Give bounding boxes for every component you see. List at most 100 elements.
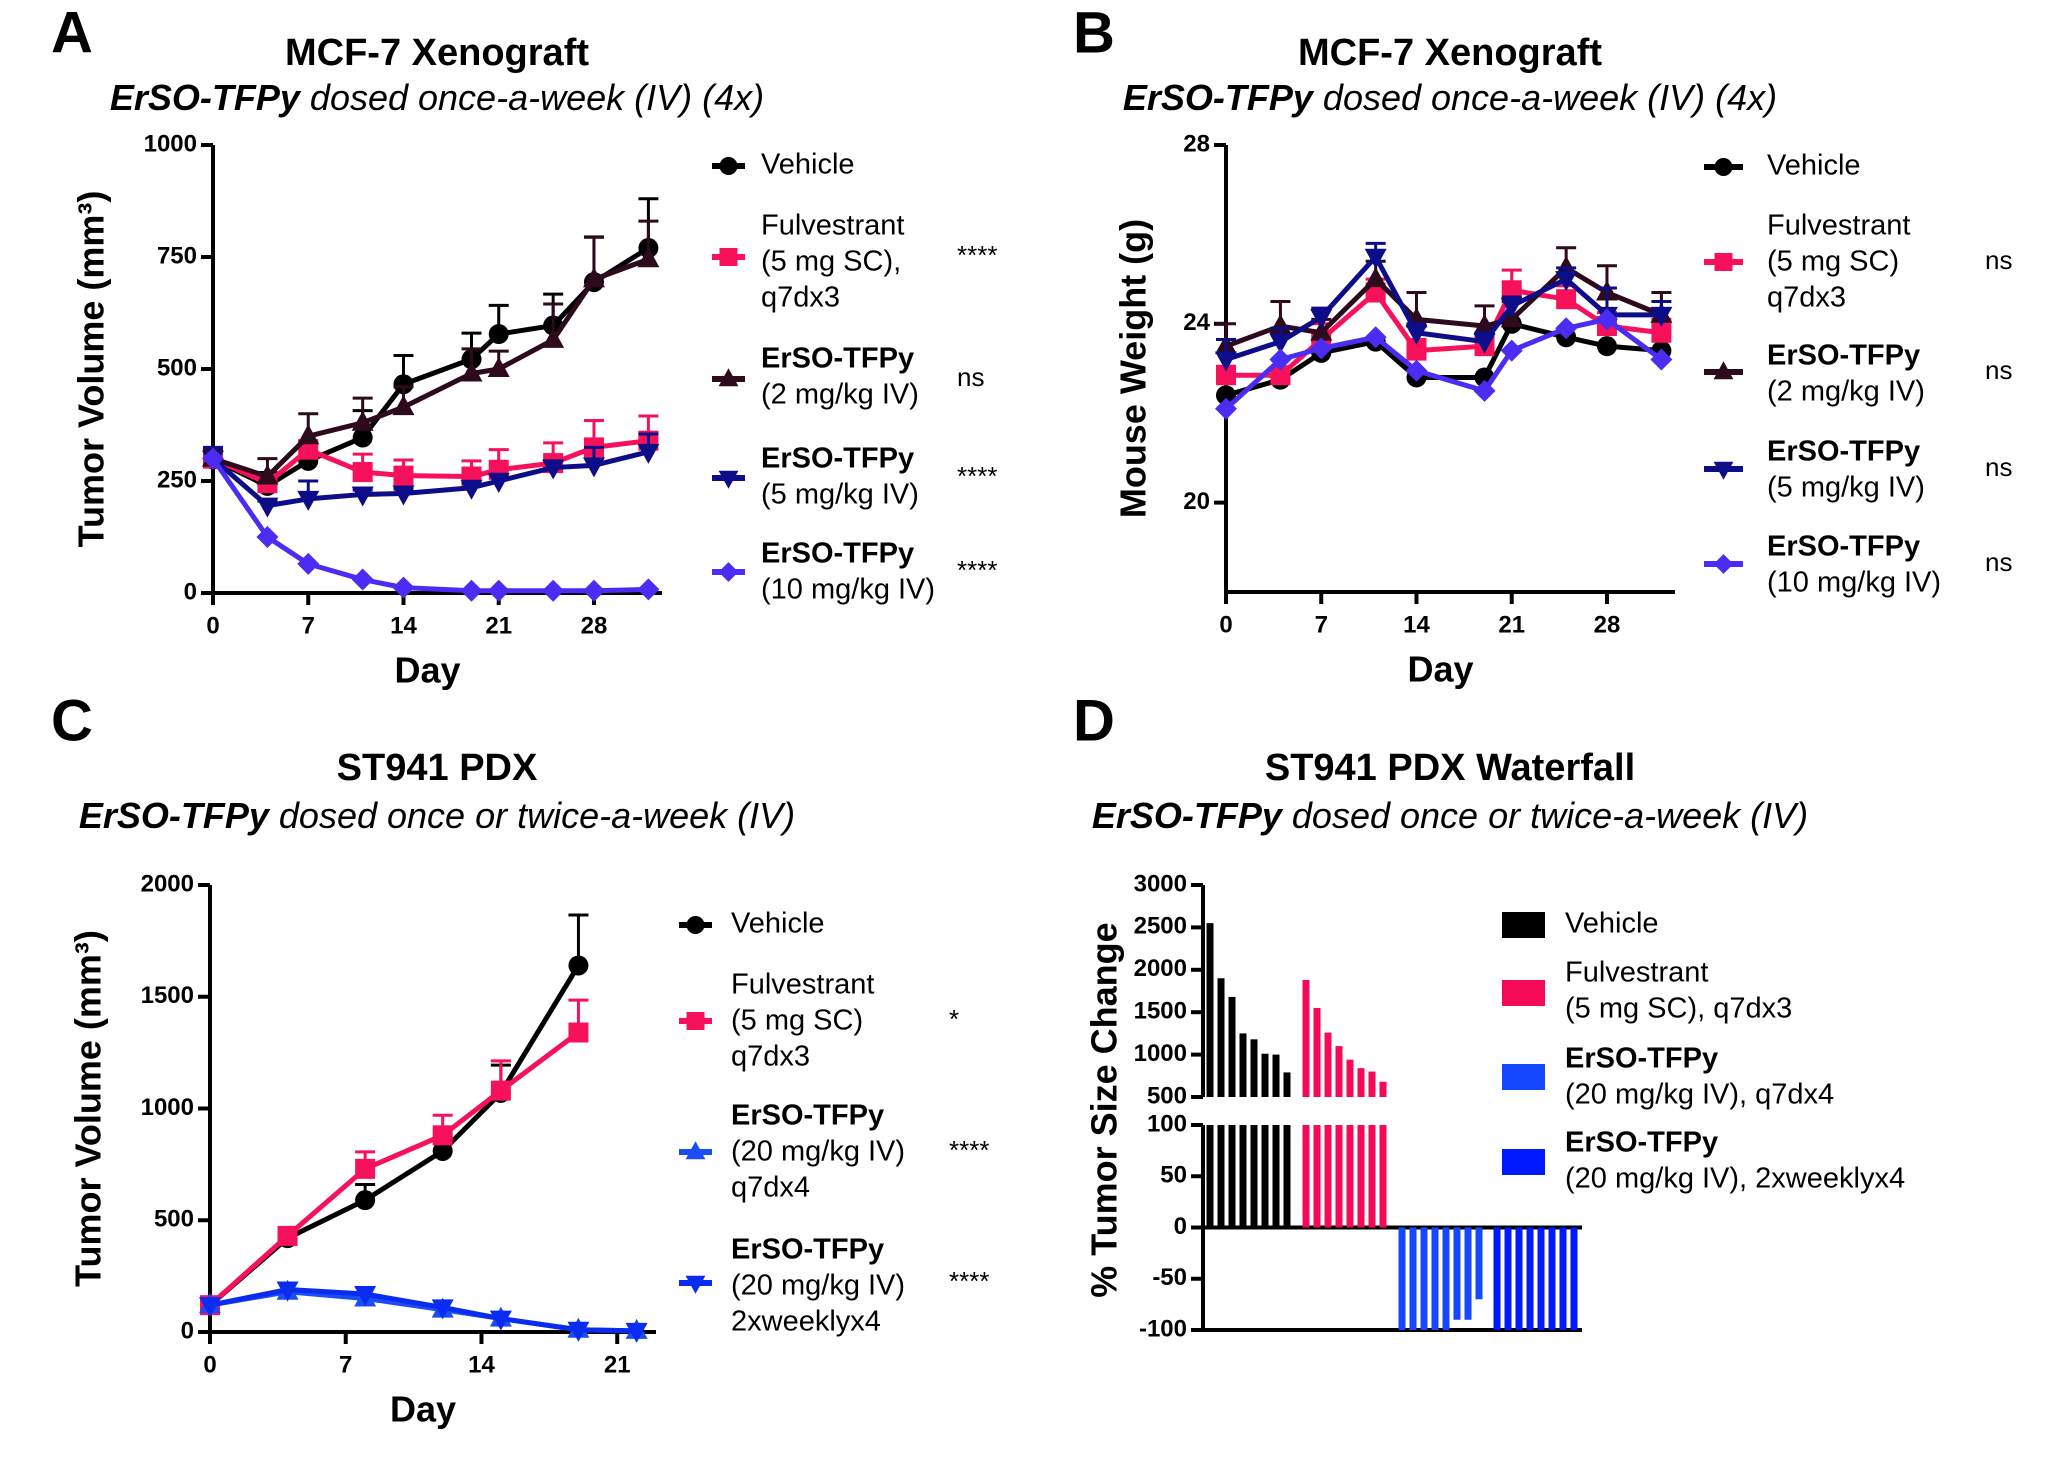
chart-title: MCF-7 Xenograft	[1298, 32, 1602, 74]
legend-label: (5 mg/kg IV)	[761, 479, 919, 511]
chart-subtitle: ErSO-TFPy dosed once or twice-a-week (IV…	[1092, 795, 1808, 836]
y-tick-label: 500	[154, 1206, 194, 1233]
data-point-circle	[488, 324, 509, 345]
data-point-triangle-down	[297, 490, 320, 511]
legend-label: (5 mg SC)	[1767, 246, 1899, 278]
x-tick-label: 21	[1498, 611, 1525, 638]
series-line	[211, 438, 649, 486]
legend-marker	[685, 1275, 706, 1294]
y-tick-label: 2000	[141, 870, 194, 897]
data-point-square	[490, 1080, 511, 1101]
legend-marker	[718, 470, 739, 489]
data-point-square	[277, 1225, 298, 1246]
data-point-triangle-down	[1215, 351, 1237, 372]
chart-title: ST941 PDX	[337, 747, 538, 789]
legend-marker	[1713, 554, 1734, 574]
y-tick-label: 1000	[1134, 1040, 1187, 1067]
y-tick-label: 250	[157, 466, 197, 493]
data-point-triangle-down	[1405, 324, 1428, 345]
bar-upper	[1283, 1072, 1291, 1097]
significance-label: ns	[1985, 547, 2012, 577]
bar-lower	[1357, 1125, 1365, 1228]
series	[200, 998, 589, 1316]
legend-label: Vehicle	[761, 149, 855, 181]
bar-upper	[1272, 1054, 1280, 1097]
data-point-diamond	[487, 579, 510, 602]
legend-swatch	[1502, 980, 1545, 1006]
data-point-triangle-down	[392, 485, 415, 506]
data-point-triangle-up	[542, 327, 565, 348]
data-point-triangle-up	[351, 410, 374, 431]
data-point-diamond	[637, 578, 660, 601]
chart-title: ST941 PDX Waterfall	[1265, 747, 1635, 789]
data-point-triangle-up	[297, 424, 320, 445]
bar-group	[1206, 923, 1291, 1228]
data-point-square	[1651, 322, 1672, 343]
data-point-triangle-down	[1364, 248, 1387, 269]
y-axis-label: % Tumor Size Change	[1084, 922, 1125, 1297]
x-tick-label: 0	[206, 612, 219, 639]
data-point-triangle-up	[1310, 320, 1333, 341]
x-tick-label: 14	[1403, 611, 1430, 638]
series-line	[1224, 316, 1663, 411]
data-point-triangle-up	[1473, 314, 1496, 335]
x-tick-label: 7	[302, 612, 315, 639]
legend-item: Vehicle	[1704, 150, 1861, 182]
data-point-circle	[393, 374, 414, 395]
significance-label: ****	[949, 1266, 989, 1296]
data-point-triangle-up	[1364, 267, 1387, 288]
significance-label: ns	[957, 362, 984, 392]
series-line	[1225, 254, 1662, 362]
legend-item: ErSO-TFPy (20 mg/kg IV), q7dx4	[1502, 1043, 1834, 1111]
legend-item: ErSO-TFPy (5 mg/kg IV) ****	[712, 443, 997, 511]
bar	[1548, 1227, 1556, 1330]
legend-marker	[718, 562, 739, 582]
significance-label: ****	[957, 240, 997, 270]
significance-label: ****	[957, 461, 997, 491]
y-tick-label: 500	[1147, 1082, 1187, 1109]
legend-label: ErSO-TFPy	[1565, 1127, 1718, 1159]
panel-letter: B	[1073, 0, 1115, 65]
bar	[1515, 1227, 1523, 1330]
x-tick-label: 28	[581, 612, 608, 639]
data-point-diamond	[392, 576, 415, 599]
series-line	[211, 245, 650, 489]
legend-label: (5 mg/kg IV)	[1767, 472, 1925, 504]
bar-lower	[1302, 1125, 1310, 1228]
legend-marker	[685, 1141, 706, 1160]
bar-upper	[1239, 1033, 1247, 1097]
data-point-triangle-down	[489, 1310, 512, 1331]
legend-label: (5 mg SC),	[761, 246, 901, 278]
subtitle-text: dosed once-a-week (IV) (4x)	[300, 77, 764, 118]
data-point-triangle-down	[354, 1286, 377, 1307]
legend-label: (20 mg/kg IV), 2xweeklyx4	[1565, 1163, 1905, 1195]
data-point-triangle-down	[276, 1281, 299, 1302]
data-point-square	[352, 462, 373, 483]
series-line	[208, 1030, 580, 1308]
data-point-square	[1556, 289, 1577, 310]
legend-label: q7dx3	[1767, 282, 1846, 314]
data-point-triangle-down	[351, 486, 374, 507]
data-point-triangle-up	[1555, 255, 1578, 276]
bar	[1559, 1227, 1567, 1330]
subtitle-drug: ErSO-TFPy	[1092, 795, 1284, 836]
data-point-triangle-down	[625, 1322, 648, 1343]
bar-lower	[1261, 1125, 1269, 1228]
data-point-triangle-up	[460, 361, 483, 382]
legend-marker	[719, 248, 738, 266]
legend-item: ErSO-TFPy (20 mg/kg IV) 2xweeklyx4 ****	[679, 1234, 989, 1338]
data-point-triangle-up	[582, 267, 605, 288]
y-tick-label: -50	[1152, 1264, 1187, 1291]
legend-item: Vehicle	[712, 149, 855, 181]
data-point-triangle-up	[487, 357, 510, 377]
bar-group	[1302, 979, 1387, 1228]
y-tick-label: 750	[157, 242, 197, 269]
significance-label: ns	[1985, 452, 2012, 482]
legend-label: ErSO-TFPy	[731, 1234, 884, 1266]
y-tick-label: -100	[1139, 1315, 1187, 1342]
bar-upper	[1324, 1032, 1332, 1097]
x-tick-label: 21	[604, 1351, 631, 1378]
legend-label: ErSO-TFPy	[1767, 531, 1920, 563]
data-point-diamond	[460, 579, 483, 602]
bar-lower	[1283, 1125, 1291, 1228]
